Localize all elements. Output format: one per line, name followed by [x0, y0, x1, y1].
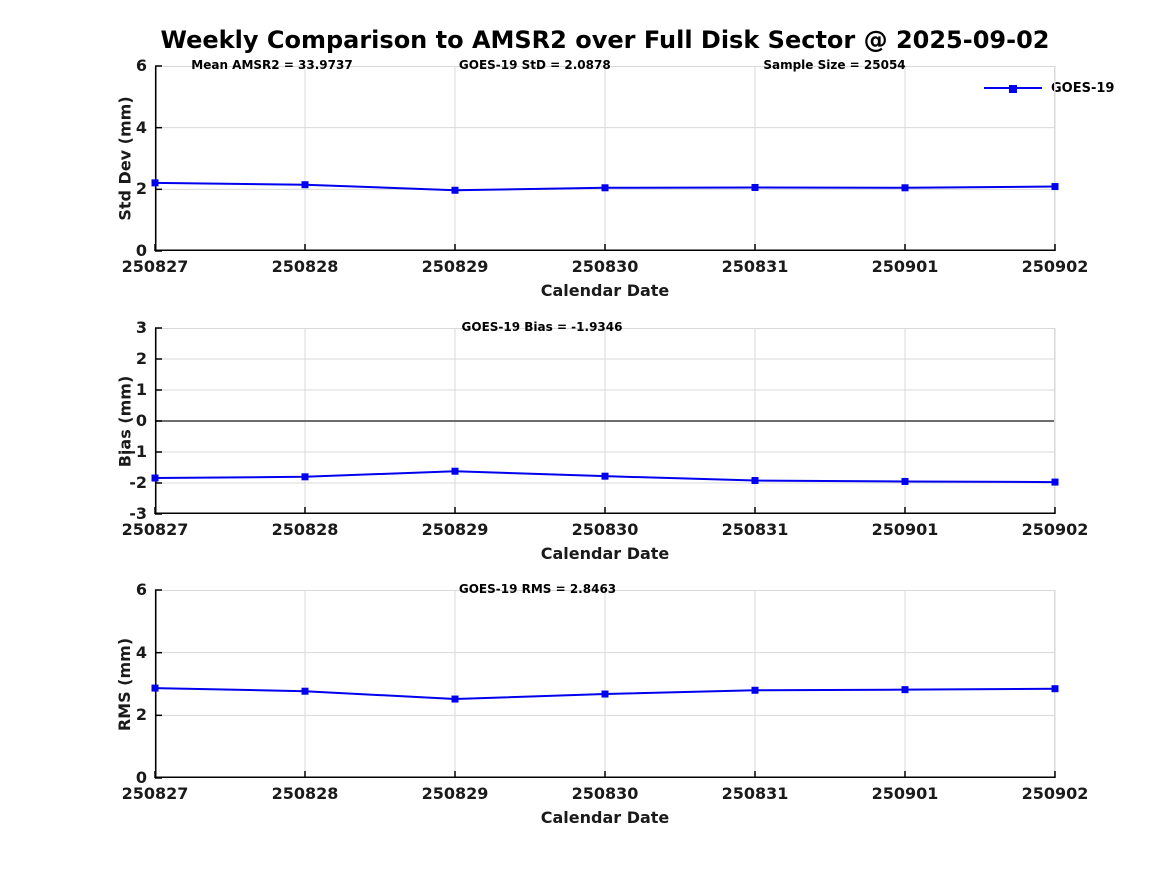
x-tick-label: 250827	[121, 784, 189, 803]
data-point-marker	[151, 474, 159, 482]
y-tick-label: 2	[135, 179, 147, 199]
x-axis-label: Calendar Date	[540, 544, 670, 563]
data-point-marker	[901, 686, 909, 694]
x-tick-label: 250827	[121, 257, 189, 276]
y-axis-label: Std Dev (mm)	[104, 66, 146, 251]
data-point-marker	[1051, 478, 1059, 486]
x-tick-label: 250901	[871, 784, 939, 803]
x-tick-label: 250902	[1021, 257, 1089, 276]
annotation: Sample Size = 25054	[763, 58, 906, 72]
y-tick-label: 6	[135, 56, 147, 75]
x-tick-label: 250831	[721, 784, 789, 803]
legend-label: GOES-19	[1051, 80, 1115, 96]
legend-marker-icon	[1009, 85, 1017, 93]
x-tick-label: 250827	[121, 520, 189, 539]
y-tick-label: 3	[135, 318, 147, 337]
data-point-marker	[751, 183, 759, 191]
data-point-marker	[751, 686, 759, 694]
plot-area-bias	[151, 327, 1059, 515]
x-tick-label: 250831	[721, 257, 789, 276]
plot-area-std-dev	[151, 65, 1059, 252]
data-point-marker	[301, 473, 309, 481]
data-point-marker	[601, 472, 609, 480]
y-tick-label: 6	[135, 580, 147, 599]
legend-line-sample	[984, 85, 1042, 93]
data-point-marker	[601, 184, 609, 192]
annotation: GOES-19 Bias = -1.9346	[461, 320, 623, 334]
data-point-marker	[451, 186, 459, 194]
x-tick-label: 250829	[421, 520, 489, 539]
annotation: GOES-19 RMS = 2.8463	[458, 582, 617, 596]
annotation: Mean AMSR2 = 33.9737	[191, 58, 353, 72]
data-point-marker	[901, 477, 909, 485]
data-point-marker	[451, 695, 459, 703]
data-point-marker	[451, 467, 459, 475]
x-tick-label: 250831	[721, 520, 789, 539]
data-point-marker	[301, 687, 309, 695]
x-tick-label: 250830	[571, 784, 639, 803]
y-tick-label: -2	[129, 473, 147, 492]
legend: GOES-19	[984, 79, 1114, 97]
figure-title: Weekly Comparison to AMSR2 over Full Dis…	[160, 26, 1050, 54]
data-point-marker	[1051, 183, 1059, 191]
annotation: GOES-19 StD = 2.0878	[458, 58, 611, 72]
x-axis-label: Calendar Date	[540, 808, 670, 827]
x-tick-label: 250828	[271, 257, 339, 276]
y-axis-label: Bias (mm)	[104, 328, 146, 514]
data-point-marker	[151, 179, 159, 187]
x-tick-label: 250902	[1021, 520, 1089, 539]
data-point-marker	[751, 477, 759, 485]
x-tick-label: 250830	[571, 257, 639, 276]
data-point-marker	[1051, 685, 1059, 693]
y-axis-label: RMS (mm)	[104, 590, 146, 778]
plot-area-rms	[151, 589, 1059, 779]
y-axis-label-text: Bias (mm)	[115, 375, 135, 467]
y-tick-label: 1	[135, 380, 147, 399]
y-tick-label: 4	[135, 117, 147, 137]
y-tick-label: 2	[135, 349, 147, 368]
x-tick-label: 250901	[871, 257, 939, 276]
x-axis-label: Calendar Date	[540, 281, 670, 300]
y-tick-label: 2	[135, 705, 147, 725]
x-tick-label: 250828	[271, 520, 339, 539]
y-axis-label-text: RMS (mm)	[115, 637, 135, 731]
x-tick-label: 250828	[271, 784, 339, 803]
y-tick-label: 0	[135, 411, 147, 430]
y-tick-label: 4	[135, 642, 147, 662]
y-tick-label: -3	[129, 504, 147, 523]
x-tick-label: 250902	[1021, 784, 1089, 803]
y-tick-label: 0	[135, 241, 147, 260]
x-tick-label: 250829	[421, 784, 489, 803]
x-tick-label: 250829	[421, 257, 489, 276]
x-tick-label: 250901	[871, 520, 939, 539]
y-axis-label-text: Std Dev (mm)	[115, 96, 135, 221]
y-tick-label: 0	[135, 768, 147, 787]
data-point-marker	[301, 181, 309, 189]
data-point-marker	[601, 690, 609, 698]
x-tick-label: 250830	[571, 520, 639, 539]
y-tick-label: -1	[129, 442, 147, 461]
data-point-marker	[151, 684, 159, 692]
data-point-marker	[901, 184, 909, 192]
